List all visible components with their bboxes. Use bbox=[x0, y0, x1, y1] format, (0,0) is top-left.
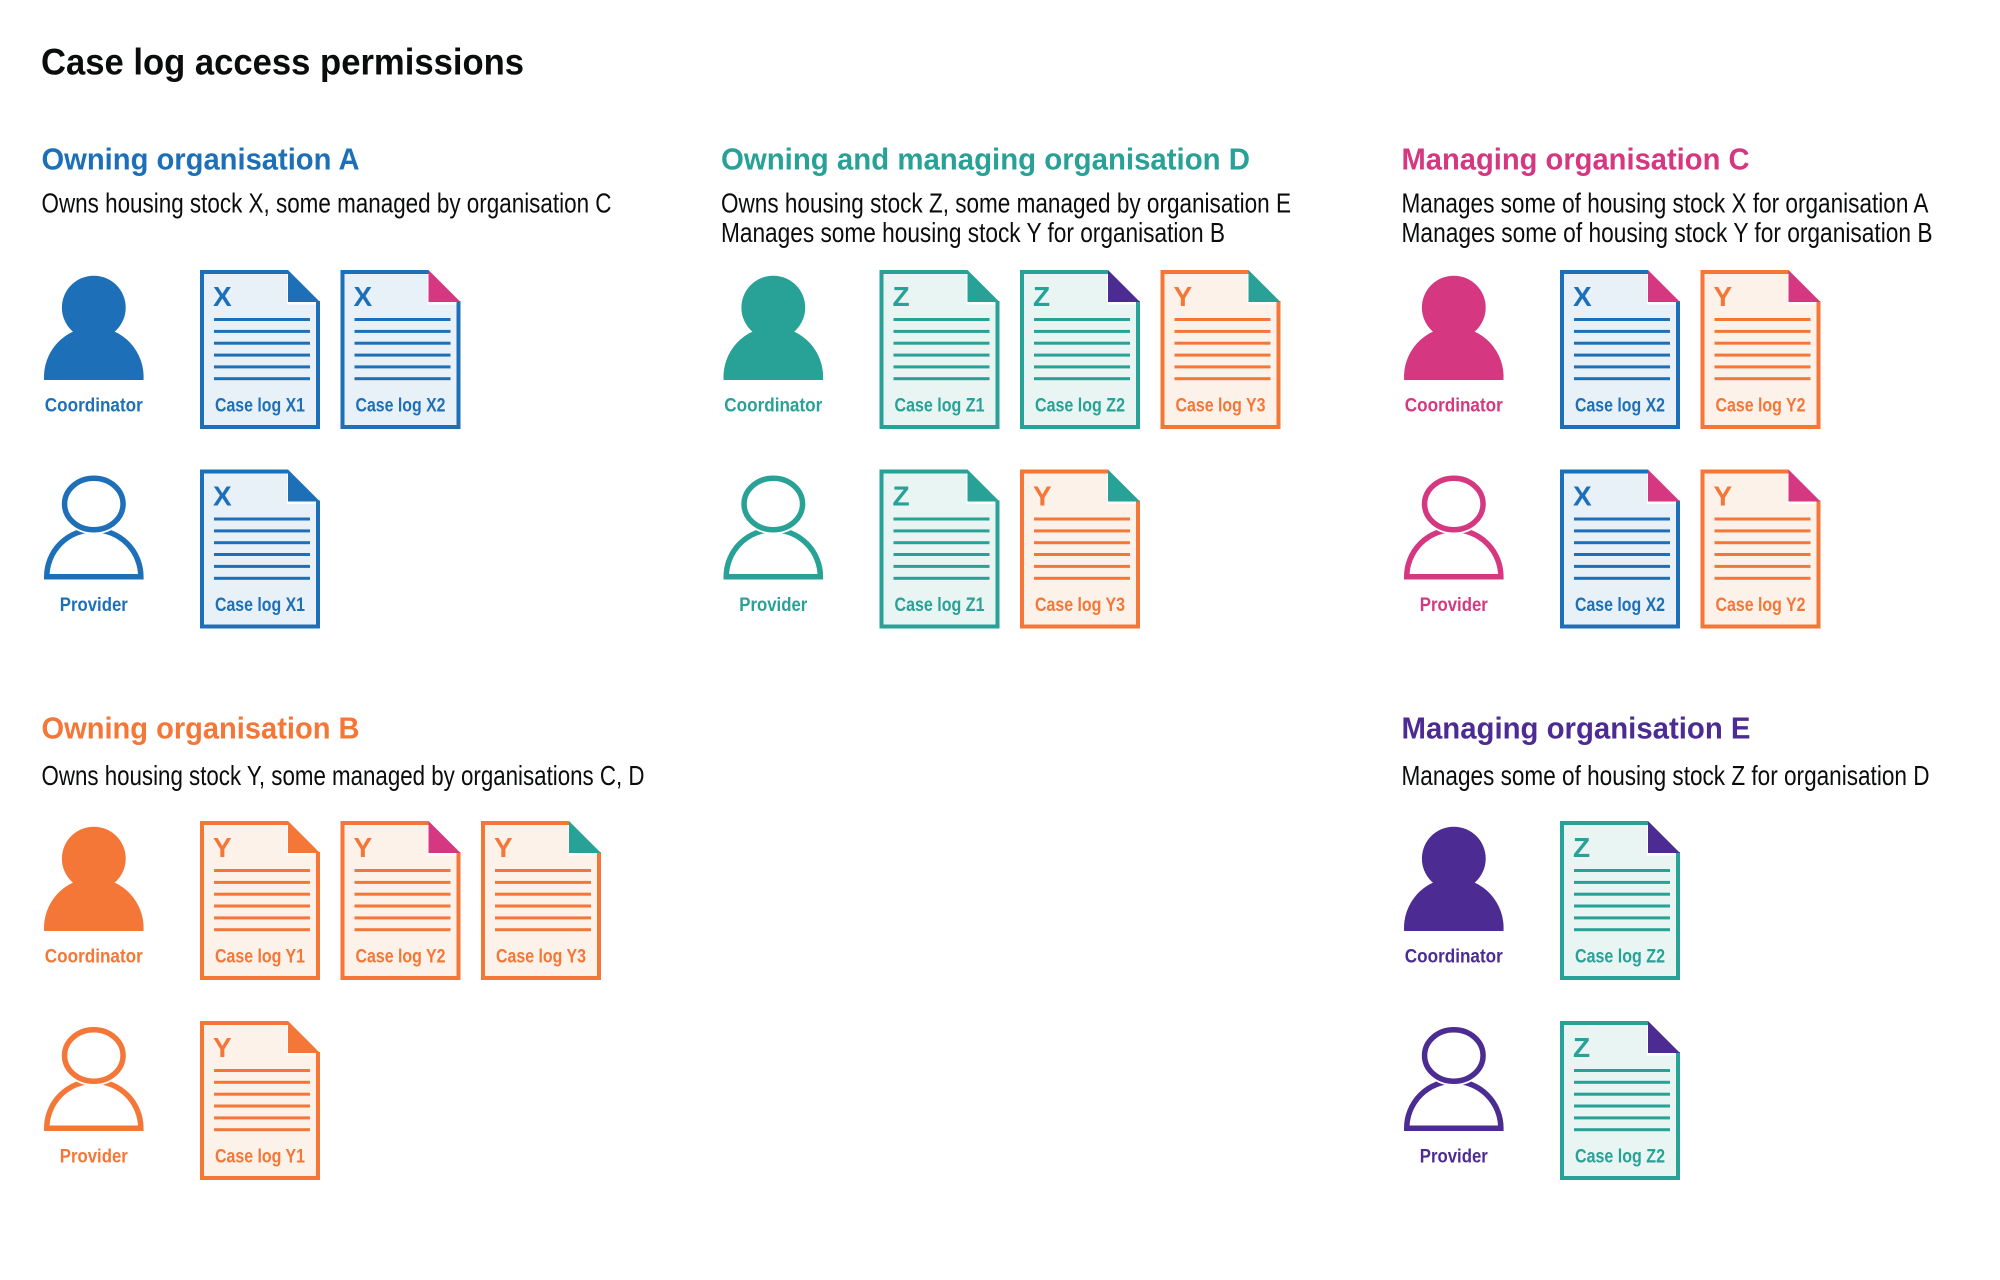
svg-text:X: X bbox=[1573, 281, 1592, 312]
svg-text:Y: Y bbox=[494, 832, 513, 863]
svg-text:Coordinator: Coordinator bbox=[1405, 947, 1504, 968]
svg-text:Z: Z bbox=[893, 281, 910, 312]
svg-text:Managing organisation C: Managing organisation C bbox=[1402, 142, 1750, 177]
svg-text:Case log Y2: Case log Y2 bbox=[1716, 396, 1806, 417]
svg-text:Provider: Provider bbox=[60, 595, 129, 616]
svg-text:Manages some housing stock Y f: Manages some housing stock Y for organis… bbox=[721, 217, 1225, 248]
svg-text:Case log Z1: Case log Z1 bbox=[895, 595, 985, 616]
svg-text:Owns housing stock Z, some man: Owns housing stock Z, some managed by or… bbox=[721, 188, 1291, 219]
svg-text:Provider: Provider bbox=[1420, 1147, 1489, 1168]
svg-text:X: X bbox=[1573, 481, 1592, 512]
svg-text:X: X bbox=[213, 481, 232, 512]
svg-text:Case log Y2: Case log Y2 bbox=[1716, 595, 1806, 616]
svg-text:Case log Y3: Case log Y3 bbox=[1035, 595, 1125, 616]
svg-text:X: X bbox=[354, 281, 373, 312]
svg-text:Owning organisation B: Owning organisation B bbox=[42, 711, 360, 746]
svg-text:Case log Z2: Case log Z2 bbox=[1575, 947, 1665, 968]
svg-text:Z: Z bbox=[893, 481, 910, 512]
svg-text:Y: Y bbox=[1033, 481, 1052, 512]
svg-text:X: X bbox=[213, 281, 232, 312]
svg-text:Case log Z1: Case log Z1 bbox=[895, 396, 985, 417]
svg-text:Owning organisation A: Owning organisation A bbox=[42, 142, 360, 177]
svg-text:Case log Z2: Case log Z2 bbox=[1035, 396, 1125, 417]
svg-text:Coordinator: Coordinator bbox=[45, 396, 144, 417]
svg-text:Case log Y3: Case log Y3 bbox=[496, 947, 586, 968]
svg-text:Case log X2: Case log X2 bbox=[1575, 595, 1665, 616]
svg-text:Case log Y1: Case log Y1 bbox=[215, 947, 305, 968]
svg-text:Provider: Provider bbox=[739, 595, 808, 616]
svg-text:Manages some of housing stock: Manages some of housing stock Y for orga… bbox=[1402, 217, 1933, 248]
svg-text:Case log Y2: Case log Y2 bbox=[356, 947, 446, 968]
svg-text:Coordinator: Coordinator bbox=[724, 396, 823, 417]
svg-text:Case log X2: Case log X2 bbox=[356, 396, 446, 417]
svg-text:Manages some of housing stock: Manages some of housing stock X for orga… bbox=[1402, 188, 1929, 219]
svg-text:Provider: Provider bbox=[60, 1147, 129, 1168]
svg-text:Coordinator: Coordinator bbox=[1405, 396, 1504, 417]
svg-text:Y: Y bbox=[1174, 281, 1193, 312]
svg-text:Y: Y bbox=[213, 1032, 232, 1063]
svg-text:Case log X1: Case log X1 bbox=[215, 396, 305, 417]
svg-text:Provider: Provider bbox=[1420, 595, 1489, 616]
svg-text:Case log X2: Case log X2 bbox=[1575, 396, 1665, 417]
svg-text:Manages some of housing stock: Manages some of housing stock Z for orga… bbox=[1402, 760, 1930, 791]
svg-text:Case log Z2: Case log Z2 bbox=[1575, 1147, 1665, 1168]
svg-text:Owning and managing organisati: Owning and managing organisation D bbox=[721, 142, 1250, 177]
svg-text:Y: Y bbox=[354, 832, 373, 863]
svg-text:Z: Z bbox=[1573, 832, 1590, 863]
svg-text:Y: Y bbox=[1714, 281, 1733, 312]
svg-text:Owns housing stock Y, some man: Owns housing stock Y, some managed by or… bbox=[42, 760, 645, 791]
svg-text:Coordinator: Coordinator bbox=[45, 947, 144, 968]
svg-text:Case log Y1: Case log Y1 bbox=[215, 1147, 305, 1168]
svg-text:Z: Z bbox=[1573, 1032, 1590, 1063]
svg-text:Y: Y bbox=[213, 832, 232, 863]
svg-text:Z: Z bbox=[1033, 281, 1050, 312]
svg-text:Case log access permissions: Case log access permissions bbox=[41, 42, 524, 83]
svg-text:Y: Y bbox=[1714, 481, 1733, 512]
svg-text:Case log Y3: Case log Y3 bbox=[1176, 396, 1266, 417]
svg-text:Managing organisation E: Managing organisation E bbox=[1402, 711, 1751, 746]
svg-text:Case log X1: Case log X1 bbox=[215, 595, 305, 616]
svg-text:Owns housing stock X, some man: Owns housing stock X, some managed by or… bbox=[42, 188, 612, 219]
